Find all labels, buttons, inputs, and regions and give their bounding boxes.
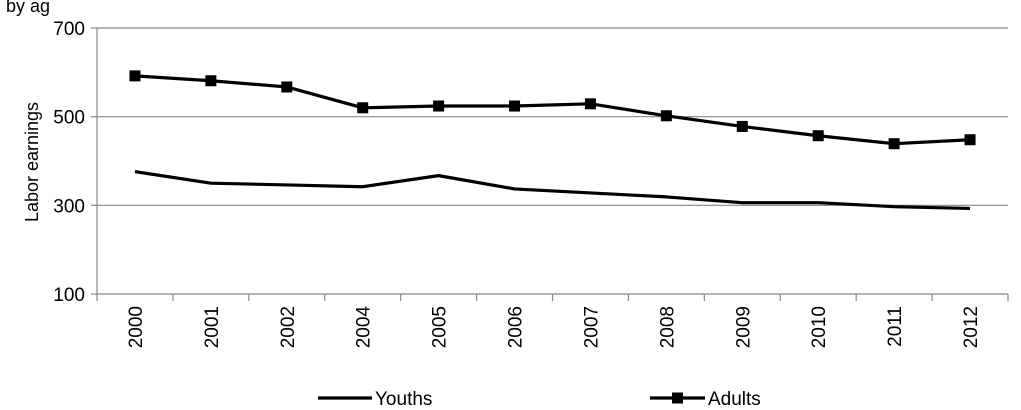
legend-marker-adults: [672, 392, 683, 404]
x-tick-label: 2005: [430, 306, 451, 348]
data-point-adults: [433, 100, 445, 112]
data-point-adults: [357, 102, 369, 114]
x-tick-label: 2008: [657, 306, 678, 348]
series-line-adults: [134, 74, 971, 146]
x-tick-label: 2000: [126, 306, 147, 348]
x-tick-label: 2009: [733, 306, 754, 348]
data-point-adults: [509, 100, 521, 112]
legend: Youths Adults: [318, 389, 761, 410]
gridlines: [97, 27, 1008, 206]
data-point-adults: [205, 75, 217, 87]
data-point-adults: [584, 98, 596, 110]
data-point-adults: [888, 138, 900, 150]
x-tick-label: 2007: [581, 306, 602, 348]
x-tick-label: 2010: [809, 306, 830, 348]
y-tick-labels: 100 300 500 700: [53, 19, 85, 306]
y-tick-label: 500: [53, 108, 85, 129]
x-tick-label: 2006: [506, 306, 527, 348]
data-point-adults: [964, 134, 976, 146]
legend-label-adults: Adults: [708, 389, 761, 410]
data-point-adults: [281, 81, 293, 93]
x-tick-label: 2012: [961, 306, 982, 348]
y-tick-label: 300: [53, 196, 85, 217]
data-point-adults: [736, 120, 748, 132]
series-lines: [134, 74, 971, 211]
x-tick-label: 2011: [885, 306, 906, 347]
x-tick-label: 2002: [278, 306, 299, 348]
chart-title-fragment: , by ag: [0, 0, 50, 16]
x-tick-label: 2001: [202, 306, 223, 348]
legend-label-youths: Youths: [375, 389, 432, 410]
data-point-adults: [660, 110, 672, 122]
data-point-adults: [129, 70, 141, 82]
series-line-youths: [134, 170, 971, 211]
data-point-adults: [812, 130, 824, 142]
x-tick-label: 2004: [354, 306, 375, 349]
y-tick-label: 700: [53, 19, 85, 40]
x-tick-labels: 2000 2001 2002 2004 2005 2006 2007 2008 2009 2010…: [126, 306, 982, 349]
axes: [91, 27, 1009, 301]
y-axis-title: Labor earnings: [22, 102, 42, 222]
y-tick-label: 100: [53, 285, 85, 306]
series-markers: [129, 70, 976, 150]
